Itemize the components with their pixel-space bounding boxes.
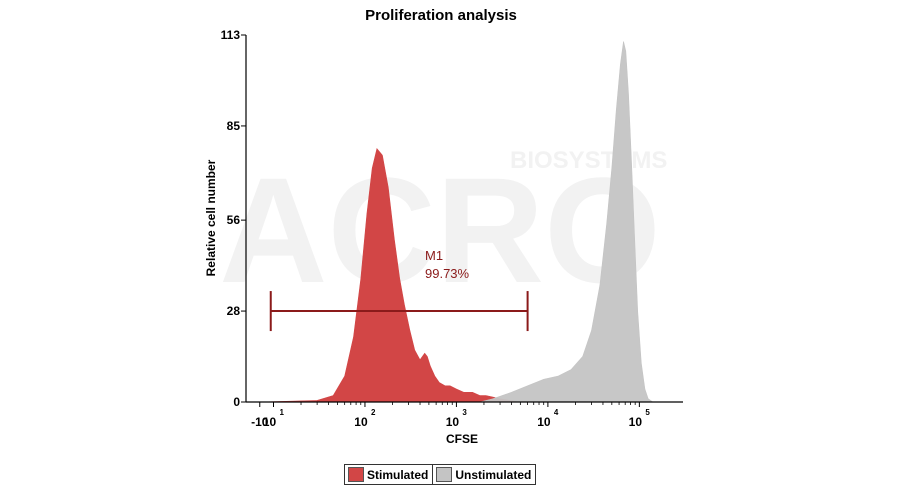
x-tick-exponent: 4 [554, 408, 559, 417]
legend-label-unstimulated: Unstimulated [455, 467, 532, 482]
x-tick-label: -10 [251, 415, 269, 429]
y-tick-label: 56 [227, 213, 241, 227]
y-ticks: 0 28 56 85 113 [221, 28, 246, 409]
y-tick-label: 113 [221, 28, 241, 42]
series-area-stimulated [259, 148, 521, 403]
y-axis-label: Relative cell number [204, 159, 218, 276]
y-tick-label: 85 [227, 119, 241, 133]
watermark: ACRO BIOSYSTEMS [219, 146, 667, 314]
m1-gate: M1 99.73% [269, 248, 529, 332]
y-tick-label: 0 [233, 395, 240, 409]
series-area-unstimulated [479, 41, 654, 403]
x-tick-label: 10 [354, 415, 368, 429]
legend: Stimulated Unstimulated [344, 464, 537, 485]
x-axis-label: CFSE [446, 432, 478, 446]
x-tick-label: 10 [446, 415, 460, 429]
watermark-logo: ACRO [219, 146, 661, 314]
x-tick-exponent: 3 [462, 408, 467, 417]
series-layer [259, 41, 654, 403]
axes [245, 35, 683, 403]
legend-item-unstimulated: Unstimulated [432, 465, 535, 484]
gate-percent: 99.73% [425, 266, 470, 281]
y-tick-label: 28 [227, 304, 241, 318]
legend-label-stimulated: Stimulated [367, 467, 429, 482]
x-tick-label: 10 [263, 415, 277, 429]
watermark-subtext: BIOSYSTEMS [510, 147, 667, 174]
x-tick-label: 10 [537, 415, 551, 429]
x-tick-exponent: 2 [371, 408, 376, 417]
legend-item-stimulated: Stimulated [345, 465, 432, 484]
gate-name: M1 [425, 248, 443, 263]
x-tick-exponent: 1 [279, 408, 284, 417]
x-tick-exponent: 5 [645, 408, 650, 417]
legend-swatch-stimulated [348, 467, 364, 482]
legend-swatch-unstimulated [436, 467, 453, 482]
x-tick-label: 10 [629, 415, 643, 429]
chart-title: Proliferation analysis [365, 7, 517, 24]
